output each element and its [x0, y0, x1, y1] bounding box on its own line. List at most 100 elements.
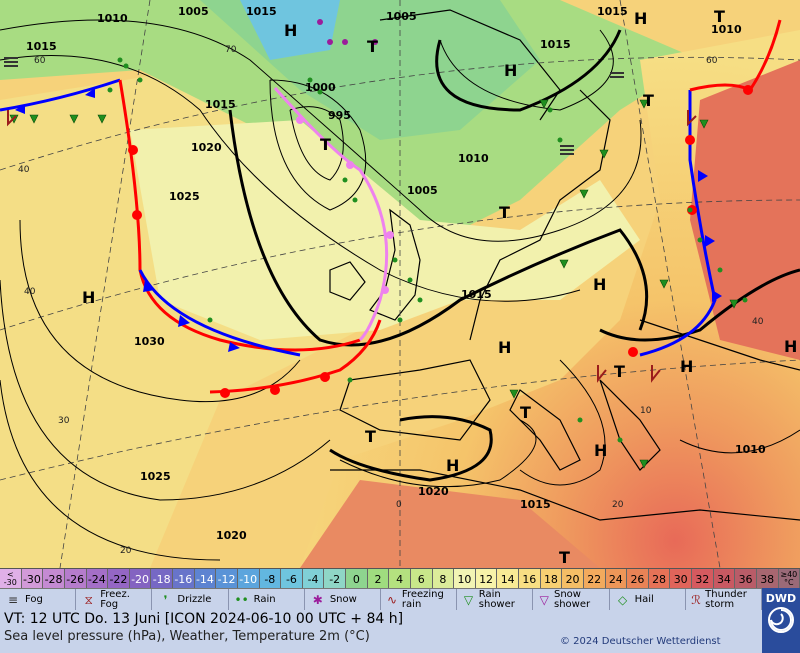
isobar-label: 1010 [711, 23, 742, 36]
southeastern-warm-field [300, 30, 800, 568]
colorbar-cell: -30 [21, 569, 44, 589]
high-center: H [498, 338, 511, 357]
grid-label: 0 [396, 500, 402, 510]
colorbar-cell: 4 [389, 569, 411, 589]
legend-label: Snow shower [554, 589, 591, 610]
legend-item: ≡ Fog [0, 589, 77, 611]
low-center: T [367, 37, 378, 56]
drizzle-icon: ❜ [163, 593, 168, 607]
dwd-logo: DWD [762, 588, 800, 653]
thunderstorm-symbols [7, 110, 697, 383]
high-center: H [82, 288, 95, 307]
high-center: H [634, 9, 647, 28]
isobar-label: 1015 [205, 98, 236, 111]
low-center: T [559, 548, 570, 567]
colorbar-cell: 8 [432, 569, 455, 589]
colorbar-cell: 0 [346, 569, 368, 589]
legend-item: •• Rain [229, 589, 305, 611]
low-center: T [643, 91, 654, 110]
grid-label: 30 [58, 416, 70, 426]
high-center: H [284, 21, 297, 40]
isobar-label: 1010 [735, 443, 766, 456]
isobar-label: 1015 [520, 498, 551, 511]
map-description: Sea level pressure (hPa), Weather, Tempe… [4, 629, 370, 644]
isobar-label: 1030 [134, 335, 165, 348]
eastern-hot-field [690, 60, 800, 360]
isobar-label: 1015 [597, 5, 628, 18]
isobars [0, 19, 800, 561]
legend-item: ◇ Hail [610, 589, 686, 611]
swirl-icon [768, 607, 794, 633]
high-center: H [784, 337, 797, 356]
colorbar-cell: 18 [540, 569, 563, 589]
weather-map: 1010 1005 1015 1005 1015 1010 1015 1015 … [0, 0, 800, 569]
low-center: T [520, 403, 531, 422]
colorbar-cell: -10 [237, 569, 260, 589]
colorbar-cell: -26 [64, 569, 87, 589]
rain-shower-icon: ▽ [463, 593, 474, 607]
high-center: H [504, 61, 517, 80]
isobar-label: 1020 [216, 529, 247, 542]
legend-item: ▽ Snow shower [533, 589, 610, 611]
isobar-label: 1025 [169, 190, 200, 203]
colorbar-cell: 20 [562, 569, 584, 589]
occluded-front-symbols [296, 116, 394, 294]
colorbar-cell: -4 [302, 569, 325, 589]
isobar-label: 995 [328, 109, 351, 122]
low-center: T [614, 362, 625, 381]
info-panel: VT: 12 UTC Do. 13 Juni [ICON 2024-06-10 … [0, 610, 762, 653]
colorbar-cell: -24 [86, 569, 109, 589]
africa-hot-field [300, 480, 600, 568]
colorbar-cell: -2 [324, 569, 346, 589]
high-center: H [593, 275, 606, 294]
graticule [0, 0, 800, 569]
legend-label: Rain shower [478, 589, 515, 610]
isobar-label: 1015 [26, 40, 57, 53]
coastlines [329, 9, 800, 521]
colorbar-cell: 36 [735, 569, 757, 589]
high-center: H [680, 357, 693, 376]
legend-item: ✱ Snow [305, 589, 382, 611]
snow-symbols [317, 19, 378, 45]
colorbar-cell: -12 [216, 569, 238, 589]
rain-icon: •• [234, 593, 249, 607]
warm-front-biscay [209, 319, 382, 394]
colorbar-cell: -6 [281, 569, 303, 589]
colorbar-cell: 22 [583, 569, 606, 589]
legend-label: Snow [329, 594, 357, 605]
grid-label: 60 [34, 56, 46, 66]
colorbar-cell: 38 [756, 569, 779, 589]
cold-front-north [0, 78, 121, 112]
colorbar-cell: 10 [454, 569, 476, 589]
grid-label: 10 [640, 406, 652, 416]
fog-icon: ≡ [7, 593, 19, 607]
colorbar-cell: 34 [713, 569, 736, 589]
bold-isobars [228, 29, 800, 482]
grid-label: 40 [752, 317, 764, 327]
rain-symbols [107, 57, 748, 443]
colorbar-cell: 2 [367, 569, 390, 589]
colorbar-cell: 6 [410, 569, 433, 589]
colorbar-cell: -28 [43, 569, 65, 589]
legend-label: Freezing rain [401, 589, 444, 610]
occluded-front [273, 87, 389, 342]
legend-item: ∿ Freezing rain [381, 589, 458, 611]
high-center: H [594, 441, 607, 460]
grid-label: 20 [612, 500, 624, 510]
legend-label: Drizzle [177, 594, 212, 605]
temperature-colorbar: < -30 -30 -28 -26 -24 -22 -20 -18 -16 -14 -12 -10-… [0, 568, 800, 589]
copyright: © 2024 Deutscher Wetterdienst [560, 636, 721, 647]
colorbar-cell: -16 [173, 569, 195, 589]
warm-front-semicircles [128, 85, 753, 398]
isobar-label: 1020 [191, 141, 222, 154]
high-center: H [446, 456, 459, 475]
colorbar-cell: -20 [129, 569, 152, 589]
legend-item: ⧖ Freez. Fog [76, 589, 153, 611]
weather-legend: ≡ Fog ⧖ Freez. Fog ❜ Drizzle •• Rain ✱ Snow ∿ Freez… [0, 588, 763, 611]
legend-label: Hail [634, 594, 654, 605]
legend-label: Fog [25, 594, 43, 605]
logo-text: DWD [765, 592, 797, 605]
snow-icon: ✱ [312, 593, 323, 607]
colorbar-cell: 24 [605, 569, 628, 589]
isobar-label: 1015 [461, 288, 492, 301]
